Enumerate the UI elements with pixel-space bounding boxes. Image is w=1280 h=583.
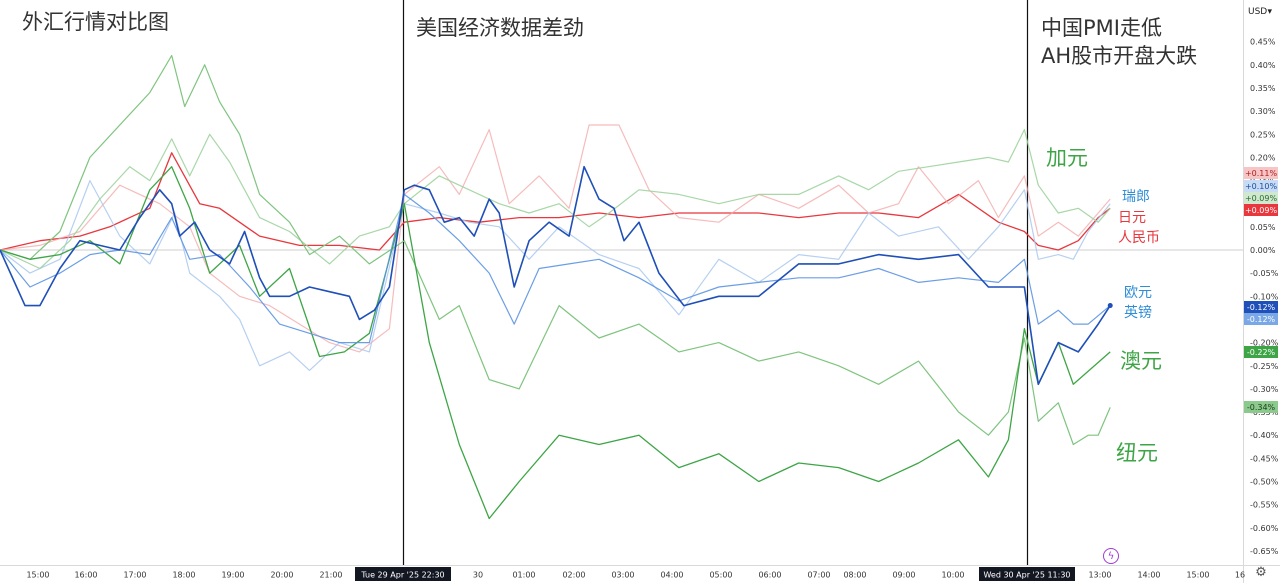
series-label-eur: 欧元 bbox=[1124, 285, 1152, 301]
gear-icon[interactable]: ⚙ bbox=[1255, 565, 1267, 580]
x-tick-label: 10:00 bbox=[941, 571, 964, 580]
x-tick-label: 15:00 bbox=[1186, 571, 1209, 580]
x-tick-label: 01:00 bbox=[512, 571, 535, 580]
currency-selector[interactable]: USD ▾ bbox=[1246, 3, 1274, 20]
x-tick-label: 04:00 bbox=[660, 571, 683, 580]
y-tick-label: 0.30% bbox=[1250, 107, 1276, 116]
y-tick-label: 0.20% bbox=[1250, 153, 1276, 162]
lightning-icon[interactable]: ϟ bbox=[1103, 548, 1119, 564]
y-tick-label: 0.35% bbox=[1250, 84, 1276, 93]
x-tick-label: 16 bbox=[1235, 571, 1245, 580]
panel-title-us-data: 美国经济数据差劲 bbox=[416, 16, 584, 40]
x-tick-label: 08:00 bbox=[843, 571, 866, 580]
x-tick-label: 15:00 bbox=[26, 571, 49, 580]
price-badge bbox=[1244, 301, 1278, 313]
price-badge bbox=[1244, 346, 1278, 358]
x-tick-label: Wed 30 Apr '25 11:30 bbox=[983, 571, 1070, 580]
series-lines bbox=[0, 54, 1113, 520]
y-tick-label: -0.65% bbox=[1250, 547, 1279, 556]
x-tick-label: 05:00 bbox=[709, 571, 732, 580]
price-badge-label: +0.10% bbox=[1245, 182, 1278, 191]
y-tick-label: 0.05% bbox=[1250, 223, 1276, 232]
series-line-gbp bbox=[0, 193, 1111, 344]
series-endpoint-eur bbox=[1107, 303, 1113, 309]
price-badge bbox=[1244, 167, 1278, 179]
x-tick-label: 14:00 bbox=[1137, 571, 1160, 580]
series-line-eur bbox=[0, 165, 1111, 386]
price-badge-label: -0.12% bbox=[1247, 315, 1276, 324]
price-badge bbox=[1244, 401, 1278, 413]
price-badge-label: -0.22% bbox=[1247, 348, 1276, 357]
y-tick-label: -0.60% bbox=[1250, 524, 1279, 533]
y-tick-label: -0.50% bbox=[1250, 478, 1279, 487]
y-tick-label: -0.55% bbox=[1250, 501, 1279, 510]
x-tick-label: 07:00 bbox=[807, 571, 830, 580]
series-label-cny: 人民币 bbox=[1118, 230, 1160, 246]
series-label-cad: 加元 bbox=[1046, 146, 1088, 170]
price-badge-label: +0.09% bbox=[1245, 194, 1278, 203]
y-tick-label: -0.45% bbox=[1250, 454, 1279, 463]
series-line-cad bbox=[0, 129, 1111, 270]
x-tick-label: 18:00 bbox=[172, 571, 195, 580]
series-label-aud: 澳元 bbox=[1120, 349, 1162, 373]
x-tick-label: 20:00 bbox=[270, 571, 293, 580]
y-tick-label: -0.10% bbox=[1250, 292, 1279, 301]
y-tick-label: -0.05% bbox=[1250, 269, 1279, 278]
price-badge bbox=[1244, 192, 1278, 204]
y-tick-label: -0.20% bbox=[1250, 339, 1279, 348]
x-tick-label: 21:00 bbox=[319, 571, 342, 580]
y-tick-label: -0.25% bbox=[1250, 362, 1279, 371]
y-tick-label: 0.25% bbox=[1250, 130, 1276, 139]
price-badge-label: -0.12% bbox=[1247, 303, 1276, 312]
series-label-nzd: 纽元 bbox=[1116, 441, 1158, 465]
x-tick-label: Tue 29 Apr '25 22:30 bbox=[360, 571, 444, 580]
panel-title-fx-comparison: 外汇行情对比图 bbox=[22, 10, 169, 34]
price-badge-label: +0.09% bbox=[1245, 206, 1278, 215]
series-label-gbp: 英镑 bbox=[1124, 305, 1152, 321]
y-tick-label: 0.00% bbox=[1250, 246, 1276, 255]
price-badges: +0.11% +0.10% +0.09% +0.09% -0.12% -0.12% -0.2… bbox=[1244, 167, 1278, 413]
y-tick-label: 0.40% bbox=[1250, 61, 1276, 70]
y-axis: 0.45%0.40%0.35%0.30%0.25%0.20%0.15%0.10%… bbox=[1250, 38, 1279, 556]
series-line-nzd bbox=[0, 166, 1111, 520]
series-line-aud bbox=[0, 54, 1111, 446]
x-session-marker bbox=[979, 567, 1075, 581]
price-badge bbox=[1244, 180, 1278, 192]
x-tick-label: 30 bbox=[473, 571, 483, 580]
x-tick-label: 02:00 bbox=[562, 571, 585, 580]
x-tick-label: 13:00 bbox=[1088, 571, 1111, 580]
y-tick-label: 0.45% bbox=[1250, 38, 1276, 47]
x-axis: 15:00 16:00 17:00 18:00 19:00 20:00 21:00 Tue 2… bbox=[26, 567, 1245, 581]
price-badge-label: +0.11% bbox=[1245, 169, 1278, 178]
series-line-cny bbox=[0, 152, 1111, 251]
x-tick-label: 17:00 bbox=[123, 571, 146, 580]
chevron-down-icon: ▾ bbox=[1267, 6, 1272, 17]
price-badge bbox=[1244, 204, 1278, 216]
currency-label: USD bbox=[1248, 6, 1268, 17]
x-tick-label: 16:00 bbox=[74, 571, 97, 580]
series-label-jpy: 日元 bbox=[1118, 210, 1146, 226]
series-label-chf: 瑞郎 bbox=[1122, 189, 1150, 205]
series-line-jpy bbox=[0, 124, 1111, 353]
panel-title-china-pmi: 中国PMI走低 AH股市开盘大跌 bbox=[1041, 16, 1198, 68]
price-badge-label: -0.34% bbox=[1247, 403, 1276, 412]
x-tick-label: 09:00 bbox=[892, 571, 915, 580]
price-badge bbox=[1244, 313, 1278, 325]
x-tick-label: 06:00 bbox=[758, 571, 781, 580]
y-tick-label: -0.30% bbox=[1250, 385, 1279, 394]
x-session-marker bbox=[355, 567, 451, 581]
y-tick-label: -0.40% bbox=[1250, 431, 1279, 440]
x-tick-label: 03:00 bbox=[611, 571, 634, 580]
x-tick-label: 19:00 bbox=[221, 571, 244, 580]
